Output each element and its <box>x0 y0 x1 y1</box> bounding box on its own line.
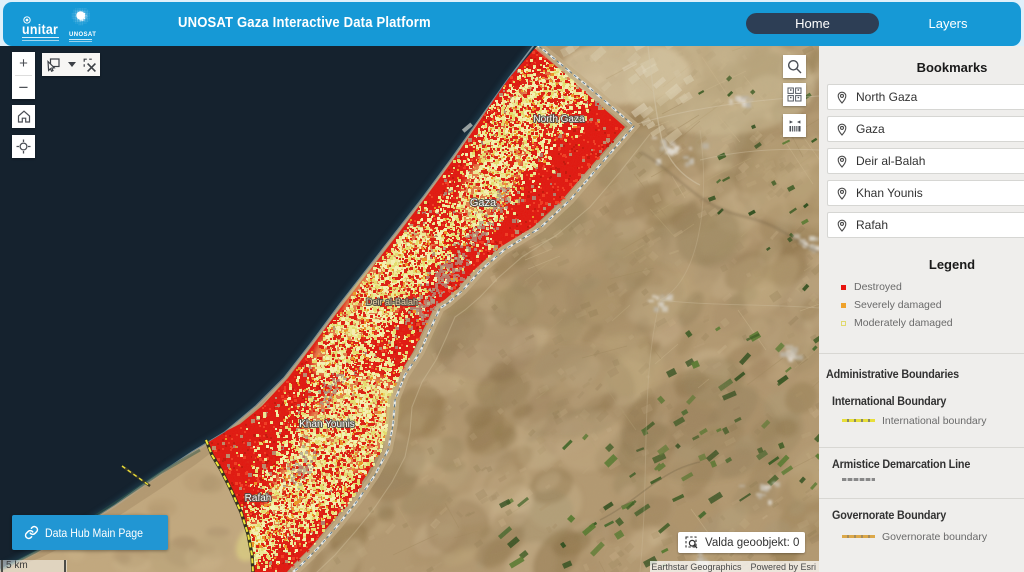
svg-text:North Gaza: North Gaza <box>533 114 585 125</box>
svg-text:Khan Younis: Khan Younis <box>299 419 355 430</box>
svg-text:Rafah: Rafah <box>245 493 272 504</box>
svg-text:Deir al-Balah: Deir al-Balah <box>366 297 418 307</box>
svg-text:Gaza: Gaza <box>470 197 497 209</box>
